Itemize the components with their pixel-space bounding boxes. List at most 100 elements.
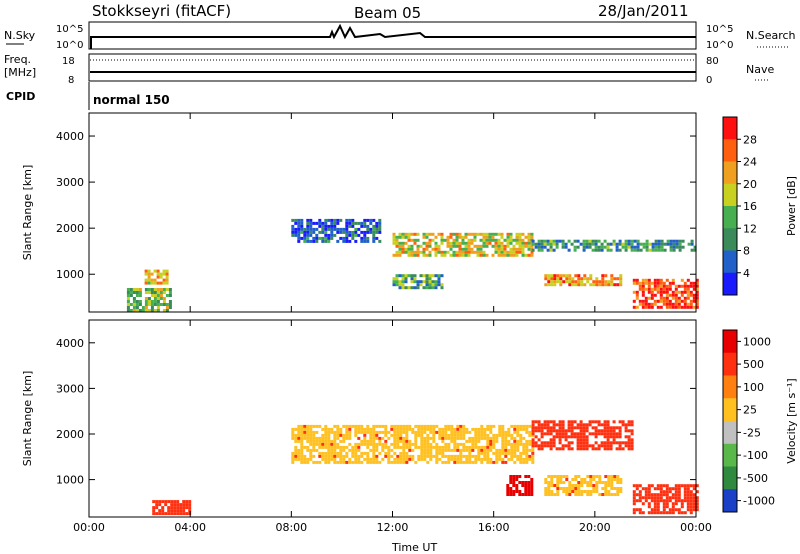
velocity-cell bbox=[321, 451, 325, 455]
velocity-cell bbox=[630, 441, 634, 445]
velocity-cell bbox=[471, 445, 475, 449]
velocity-cell bbox=[544, 481, 548, 484]
date-label: 28/Jan/2011 bbox=[598, 2, 689, 20]
velocity-cell bbox=[515, 475, 519, 478]
power-cell bbox=[665, 299, 669, 303]
velocity-cell bbox=[486, 427, 490, 431]
velocity-cell bbox=[624, 429, 628, 433]
velocity-cell bbox=[393, 451, 397, 455]
velocity-cell bbox=[435, 430, 439, 434]
velocity-cell bbox=[357, 424, 361, 428]
power-cell bbox=[147, 288, 151, 291]
power-cell bbox=[150, 309, 154, 312]
velocity-cell bbox=[579, 438, 583, 442]
velocity-cell bbox=[435, 454, 439, 458]
power-cell bbox=[336, 218, 340, 222]
velocity-cell bbox=[662, 511, 666, 515]
velocity-region-4 bbox=[152, 500, 192, 516]
velocity-cell bbox=[396, 454, 400, 458]
velocity-cell bbox=[327, 460, 331, 464]
velocity-cell bbox=[522, 460, 526, 464]
velocity-cell bbox=[456, 457, 460, 461]
velocity-cell bbox=[345, 460, 349, 464]
velocity-cell bbox=[689, 493, 693, 497]
velocity-cell bbox=[579, 423, 583, 427]
velocity-cell bbox=[411, 448, 415, 452]
velocity-cell bbox=[417, 433, 421, 437]
power-cell bbox=[378, 230, 382, 234]
velocity-cell bbox=[354, 430, 358, 434]
power-cell bbox=[153, 294, 157, 297]
velocity-cell bbox=[549, 420, 553, 424]
power-cell bbox=[327, 239, 331, 243]
power-cell bbox=[656, 278, 660, 282]
power-cell bbox=[686, 278, 690, 282]
power-cell bbox=[672, 245, 676, 249]
power-cell bbox=[669, 242, 673, 246]
power-cell bbox=[632, 305, 636, 309]
velocity-cell bbox=[372, 436, 376, 440]
power-cell bbox=[437, 274, 441, 278]
power-cell bbox=[512, 250, 516, 254]
velocity-cell bbox=[423, 442, 427, 446]
velocity-cell bbox=[465, 448, 469, 452]
velocity-cell bbox=[420, 448, 424, 452]
power-cell bbox=[416, 247, 420, 251]
velocity-cell bbox=[671, 505, 675, 509]
velocity-cell bbox=[438, 436, 442, 440]
power-cell bbox=[470, 232, 474, 236]
power-cell bbox=[165, 288, 169, 291]
power-cell bbox=[372, 239, 376, 243]
velocity-cell bbox=[589, 481, 593, 484]
velocity-cell bbox=[650, 499, 654, 503]
power-cell bbox=[650, 287, 654, 291]
power-cell bbox=[458, 232, 462, 236]
power-cell bbox=[518, 247, 522, 251]
velocity-cell bbox=[471, 460, 475, 464]
velocity-cell bbox=[188, 509, 192, 513]
power-cell bbox=[437, 232, 441, 236]
velocity-cell bbox=[432, 454, 436, 458]
power-cell bbox=[624, 239, 628, 243]
power-cell bbox=[422, 241, 426, 245]
power-cell bbox=[672, 242, 676, 246]
velocity-cell bbox=[402, 457, 406, 461]
power-cell bbox=[559, 277, 563, 281]
power-cell bbox=[665, 296, 669, 300]
velocity-cell bbox=[492, 445, 496, 449]
velocity-cell bbox=[613, 493, 617, 496]
velocity-cell bbox=[369, 433, 373, 437]
velocity-cell bbox=[420, 445, 424, 449]
velocity-cell bbox=[324, 442, 328, 446]
power-cell bbox=[606, 248, 610, 252]
velocity-cell bbox=[656, 505, 660, 509]
velocity-cell bbox=[504, 460, 508, 464]
velocity-cell bbox=[297, 427, 301, 431]
velocity-cell bbox=[627, 429, 631, 433]
velocity-cell bbox=[632, 484, 636, 488]
power-cell bbox=[321, 230, 325, 234]
velocity-cell bbox=[528, 433, 532, 437]
velocity-cell bbox=[402, 430, 406, 434]
power-cell bbox=[410, 274, 414, 278]
power-cell bbox=[573, 248, 577, 252]
velocity-cell bbox=[680, 499, 684, 503]
velocity-cell bbox=[537, 426, 541, 430]
velocity-cell bbox=[686, 508, 690, 512]
power-cell bbox=[159, 288, 163, 291]
velocity-cell bbox=[531, 454, 535, 458]
power-cell bbox=[410, 232, 414, 236]
velocity-cell bbox=[686, 499, 690, 503]
velocity-cell bbox=[568, 484, 572, 487]
velocity-cell bbox=[586, 481, 590, 484]
velocity-cell bbox=[354, 442, 358, 446]
power-cell bbox=[521, 253, 525, 257]
velocity-cell bbox=[561, 444, 565, 448]
power-cell bbox=[162, 309, 166, 312]
power-cell bbox=[342, 227, 346, 231]
power-cell bbox=[534, 242, 538, 246]
power-cell bbox=[162, 288, 166, 291]
velocity-cell bbox=[510, 457, 514, 461]
power-cell bbox=[647, 284, 651, 288]
velocity-cell bbox=[402, 424, 406, 428]
